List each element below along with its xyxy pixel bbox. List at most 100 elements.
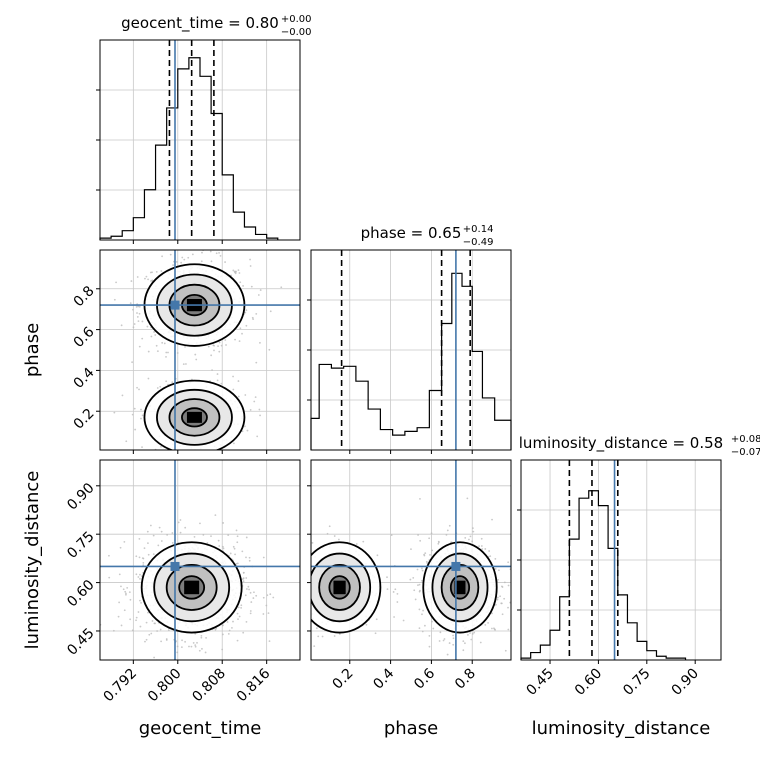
sample-point bbox=[452, 637, 455, 640]
sample-point bbox=[267, 612, 270, 615]
title-sup: +0.08 bbox=[731, 434, 760, 445]
sample-point bbox=[158, 526, 161, 529]
sample-point bbox=[424, 624, 426, 627]
sample-point bbox=[418, 583, 421, 586]
sample-point bbox=[328, 525, 331, 528]
sample-point bbox=[237, 269, 240, 272]
truth-marker bbox=[170, 561, 180, 571]
sample-point bbox=[185, 363, 187, 365]
sample-point bbox=[280, 286, 283, 289]
sample-point bbox=[311, 541, 314, 544]
sample-point bbox=[154, 455, 156, 457]
sample-point bbox=[210, 354, 213, 357]
sample-point bbox=[176, 645, 179, 648]
sample-point bbox=[245, 621, 248, 623]
sample-point bbox=[167, 629, 170, 632]
sample-point bbox=[177, 521, 180, 524]
sample-point bbox=[248, 556, 251, 559]
sample-point bbox=[396, 601, 399, 603]
sample-point bbox=[249, 591, 252, 594]
sample-point bbox=[193, 535, 196, 538]
x-tick-label: 0.8 bbox=[452, 666, 479, 693]
sample-point bbox=[132, 308, 134, 311]
sample-point bbox=[255, 313, 258, 315]
sample-point bbox=[126, 586, 129, 589]
title-sub: −0.07 bbox=[731, 447, 760, 458]
title-sub: −0.49 bbox=[463, 237, 494, 248]
sample-point bbox=[245, 309, 248, 312]
sample-point bbox=[218, 545, 221, 547]
sample-point bbox=[500, 602, 503, 605]
sample-point bbox=[455, 660, 457, 662]
sample-point bbox=[132, 326, 135, 329]
sample-point bbox=[133, 323, 136, 325]
sample-point bbox=[135, 616, 138, 619]
sample-point bbox=[119, 546, 122, 549]
sample-point bbox=[481, 548, 484, 550]
sample-point bbox=[306, 555, 308, 557]
sample-point bbox=[448, 524, 451, 527]
sample-point bbox=[245, 588, 248, 590]
sample-point bbox=[120, 624, 123, 627]
sample-point bbox=[157, 544, 160, 547]
sample-point bbox=[452, 634, 455, 637]
sample-point bbox=[129, 302, 132, 305]
sample-point bbox=[250, 285, 253, 288]
sample-point bbox=[141, 557, 144, 560]
histogram-geocent_time bbox=[99, 57, 279, 240]
sample-point bbox=[112, 629, 115, 632]
sample-point bbox=[226, 455, 228, 457]
sample-point bbox=[244, 394, 247, 396]
sample-point bbox=[163, 342, 166, 345]
sample-point bbox=[306, 535, 308, 537]
sample-point bbox=[392, 591, 395, 593]
sample-point bbox=[236, 535, 239, 538]
sample-point bbox=[437, 541, 440, 544]
sample-point bbox=[232, 388, 235, 391]
sample-point bbox=[225, 344, 227, 346]
sample-point bbox=[491, 518, 493, 521]
sample-point bbox=[209, 250, 212, 253]
sample-point bbox=[497, 578, 499, 581]
sample-point bbox=[487, 622, 489, 624]
sample-point bbox=[495, 603, 497, 606]
sample-point bbox=[136, 276, 139, 278]
x-axis-label-luminosity_distance: luminosity_distance bbox=[532, 718, 711, 739]
sample-point bbox=[315, 627, 318, 630]
sample-point bbox=[249, 258, 251, 261]
sample-point bbox=[452, 643, 455, 646]
sample-point bbox=[214, 628, 217, 631]
sample-point bbox=[479, 641, 482, 644]
sample-point bbox=[200, 260, 203, 263]
sample-point bbox=[138, 556, 141, 559]
sample-point bbox=[152, 534, 155, 537]
sample-point bbox=[421, 613, 423, 616]
sample-point bbox=[123, 540, 126, 543]
sample-point bbox=[145, 275, 148, 278]
sample-point bbox=[108, 576, 111, 579]
sample-point bbox=[236, 562, 239, 565]
sample-point bbox=[237, 606, 240, 609]
sample-point bbox=[138, 388, 140, 391]
sample-point bbox=[470, 638, 473, 641]
title-luminosity_distance: luminosity_distance = 0.58 bbox=[519, 434, 723, 453]
sample-point bbox=[240, 606, 243, 609]
sample-point bbox=[165, 638, 168, 640]
sample-point bbox=[248, 559, 251, 562]
sample-point bbox=[256, 435, 259, 438]
sample-point bbox=[241, 550, 244, 553]
sample-point bbox=[425, 560, 428, 563]
sample-point bbox=[131, 629, 134, 632]
sample-point bbox=[503, 597, 506, 600]
sample-point bbox=[258, 408, 261, 411]
sample-point bbox=[468, 538, 470, 541]
sample-point bbox=[255, 361, 258, 364]
sample-point bbox=[265, 604, 268, 607]
sample-point bbox=[171, 541, 174, 544]
sample-point bbox=[239, 281, 242, 284]
sample-point bbox=[252, 318, 255, 320]
sample-point bbox=[421, 630, 424, 633]
sample-point bbox=[234, 553, 236, 556]
sample-point bbox=[307, 627, 309, 629]
x-axis-label-geocent_time: geocent_time bbox=[139, 718, 262, 739]
